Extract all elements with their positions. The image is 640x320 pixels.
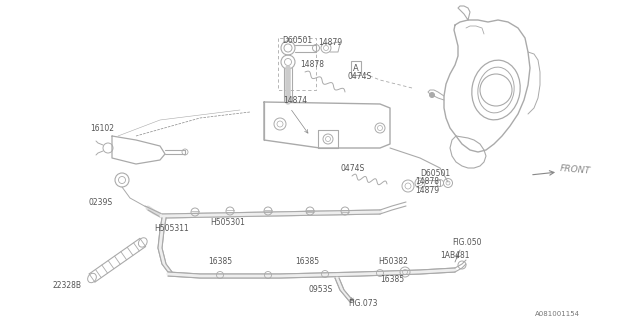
- Text: D60501: D60501: [282, 36, 312, 44]
- Text: 0953S: 0953S: [308, 285, 332, 294]
- Text: 16385: 16385: [208, 258, 232, 267]
- Text: D60501: D60501: [420, 169, 450, 178]
- Text: 0474S: 0474S: [340, 164, 364, 172]
- Text: 16102: 16102: [90, 124, 114, 132]
- Text: FIG.073: FIG.073: [348, 300, 378, 308]
- Text: 16385: 16385: [295, 258, 319, 267]
- Text: H50382: H50382: [378, 258, 408, 267]
- Text: 1AB481: 1AB481: [440, 252, 470, 260]
- Text: 14878: 14878: [300, 60, 324, 68]
- Text: 22328B: 22328B: [52, 282, 81, 291]
- Text: 14878: 14878: [415, 177, 439, 186]
- Text: 16385: 16385: [380, 276, 404, 284]
- Text: 0239S: 0239S: [88, 197, 112, 206]
- Text: H505311: H505311: [154, 223, 189, 233]
- Text: A081001154: A081001154: [535, 311, 580, 317]
- Text: A: A: [353, 63, 359, 73]
- Text: 14879: 14879: [318, 37, 342, 46]
- Text: FIG.050: FIG.050: [452, 237, 481, 246]
- Text: 0474S: 0474S: [347, 71, 371, 81]
- Text: 14874: 14874: [283, 95, 307, 105]
- Text: H505301: H505301: [210, 218, 245, 227]
- Text: 14879: 14879: [415, 186, 439, 195]
- Text: FRONT: FRONT: [560, 164, 591, 176]
- Circle shape: [429, 92, 435, 98]
